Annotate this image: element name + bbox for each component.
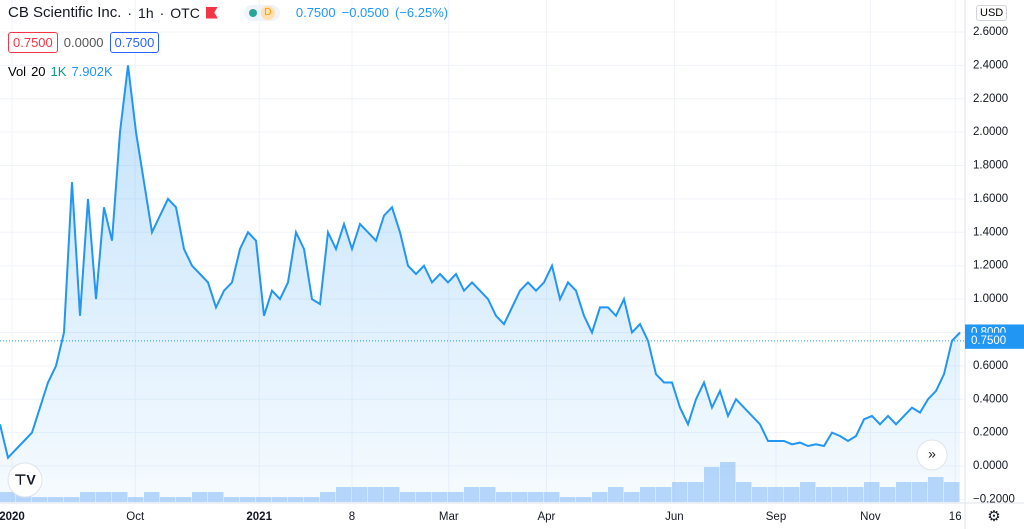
x-tick-label: 2021: [246, 511, 272, 523]
delay-badge: D: [260, 5, 275, 20]
price-line: [0, 65, 961, 460]
flag-icon: [205, 6, 218, 19]
vol-length: 20: [31, 64, 46, 79]
exchange: OTC: [170, 4, 200, 21]
y-tick-label: 0.6000: [973, 360, 1008, 372]
x-tick-label: Jun: [665, 511, 684, 523]
scroll-button[interactable]: [916, 439, 948, 471]
status-pill[interactable]: D: [243, 4, 280, 21]
x-tick-label: Apr: [537, 511, 555, 523]
price-label-box: [965, 332, 1024, 349]
x-tick-label: 8: [349, 511, 355, 523]
y-tick-label: 1.4000: [973, 226, 1008, 238]
x-tick-label: Oct: [126, 511, 145, 523]
x-tick-label: Nov: [860, 511, 881, 523]
x-tick-label: Mar: [439, 511, 459, 523]
y-tick-label: 2.0000: [973, 126, 1008, 138]
scroll-icon: »: [928, 446, 936, 462]
y-tick-label: 1.8000: [973, 160, 1008, 172]
symbol: CB Scientific Inc.: [8, 4, 122, 21]
y-tick-label: 1.6000: [973, 193, 1008, 205]
y-tick-label: 2.6000: [973, 26, 1008, 38]
spread: 0.0000: [63, 35, 104, 50]
vol-ma: 1K: [50, 64, 67, 79]
last-price: 0.7500: [295, 5, 336, 20]
y-tick-label: 1.2000: [973, 260, 1008, 272]
currency-button[interactable]: USD: [976, 5, 1008, 21]
y-tick-label: 2.4000: [973, 59, 1008, 71]
change-percent: (−6.25%): [394, 5, 449, 20]
settings-icon: ⚙: [987, 508, 1000, 525]
y-tick-label: 2.2000: [973, 93, 1008, 105]
buy-box[interactable]: 0.7500: [109, 32, 160, 53]
vol-value: 7.902K: [71, 64, 113, 79]
header: CB Scientific Inc. · 1h · OTC D 0.7500 −…: [8, 4, 449, 21]
order-row: 0.7500 0.0000 0.7500: [8, 32, 160, 53]
price-label: 0.7500: [971, 335, 1006, 347]
x-tick-label: Sep: [766, 511, 786, 523]
sell-box[interactable]: 0.7500: [8, 32, 58, 53]
vol-label: Vol: [8, 64, 27, 79]
y-tick-label: 0.2000: [973, 427, 1008, 439]
y-tick-label: 1.0000: [973, 293, 1008, 305]
y-tick-label: −0.2000: [973, 493, 1015, 505]
logo-mark: ⊤V: [14, 472, 36, 488]
area-fill: [0, 65, 960, 504]
volume-legend: Vol 20 1K 7.902K: [8, 64, 113, 79]
change: −0.0500: [341, 5, 389, 20]
logo: [7, 462, 43, 498]
y-tick-label: 0.4000: [973, 393, 1008, 405]
x-tick-label: 2020: [0, 511, 25, 523]
x-tick-label: 16: [949, 511, 962, 523]
interval: 1h: [138, 4, 154, 21]
y-tick-label: 0.0000: [973, 460, 1008, 472]
status-dot: [248, 8, 257, 17]
